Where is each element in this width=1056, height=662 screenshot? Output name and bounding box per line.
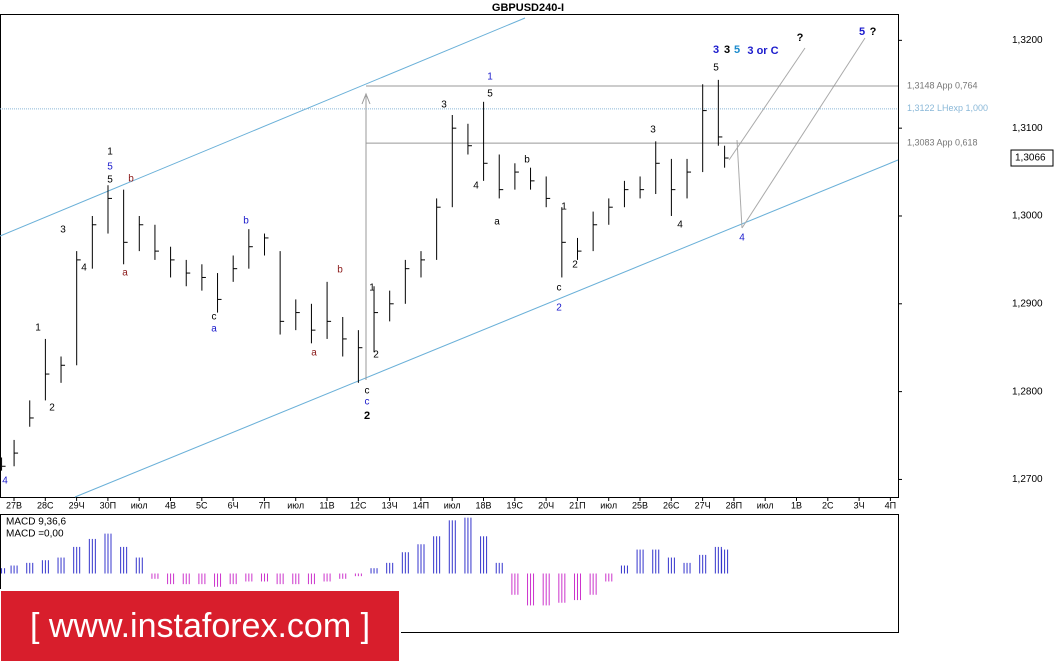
level-label: 1,3148 App 0,764 [907,80,978,90]
channel-lower [74,159,899,498]
x-tick-label: 5С [196,500,208,510]
wave-label: a [494,217,500,228]
forecast-line [741,37,866,229]
wave-label: b [337,265,343,276]
wave-label: a [122,268,128,279]
wave-label: b [128,174,134,185]
wave-label: 5 [734,44,740,56]
wave-label: 2 [49,403,55,414]
x-tick-label: 28С [37,500,54,510]
plot: 1,2700 1,2800 1,2900 1,3000 1,3100 1,3200 1,31… [0,26,1054,606]
wave-label: 4 [473,181,479,192]
wave-label: 3 [650,125,656,136]
wave-label: 3 or C [747,45,778,57]
wave-label: a [211,324,217,335]
x-tick-label: июл [131,500,148,510]
wave-label: 4 [2,476,8,487]
wave-label: 4 [677,220,683,231]
wave-label: b [243,216,249,227]
wave-label: 4 [739,233,745,244]
chart-title: GBPUSD240-I [492,2,564,14]
wave-label: c [212,312,217,323]
x-tick-label: 6Ч [228,500,239,510]
wave-label: 1 [369,283,375,294]
wave-label: 2 [556,303,562,314]
x-tick-label: 27В [6,500,22,510]
wave-label: a [311,348,317,359]
x-tick-label: июл [444,500,461,510]
wave-label: b [524,155,530,166]
wave-label: c [365,386,370,397]
price-box [1010,149,1054,167]
y-tick-label: 1,3200 [1012,35,1043,46]
wave-label: 2 [373,350,379,361]
x-tick-label: 7П [259,500,270,510]
wave-label: 1 [487,72,493,83]
x-tick-label: 19С [507,500,524,510]
x-tick-label: 25В [632,500,648,510]
wave-label: ? [797,32,804,44]
y-tick-label: 1,3100 [1012,123,1043,134]
macd-label: MACD 9,36,6 [6,517,66,528]
wave-label: 1 [35,323,41,334]
arrow-head [361,92,371,105]
x-tick-label: 3Ч [854,500,865,510]
x-tick-label: 21П [569,500,585,510]
x-tick-label: 28П [726,500,742,510]
x-tick-label: 13Ч [382,500,398,510]
x-tick-label: 1В [791,500,802,510]
wave-label: 5 [859,26,865,38]
x-tick-label: 29Ч [69,500,85,510]
x-tick-label: 4П [885,500,896,510]
channel-upper [0,17,526,237]
wave-label: c [365,397,370,408]
wave-label: 5 [487,89,493,100]
wave-label: c [557,283,562,294]
y-tick-label: 1,2700 [1012,474,1043,485]
x-tick-label: 14П [413,500,429,510]
macd-frame [0,514,899,633]
plot-frame [0,14,899,498]
y-tick-label: 1,3000 [1012,211,1043,222]
wave-label: 4 [81,263,87,274]
wave-label: 3 [60,225,66,236]
x-tick-label: июл [757,500,774,510]
macd-label: MACD =0,00 [6,529,64,540]
x-tick-label: 27Ч [695,500,711,510]
x-tick-label: 11В [319,500,334,510]
wave-label: 1 [107,147,113,158]
x-tick-label: 20Ч [538,500,554,510]
x-tick-label: 12С [350,500,367,510]
y-tick-label: 1,2900 [1012,298,1043,309]
y-tick-label: 1,2800 [1012,386,1043,397]
x-tick-label: 30П [100,500,116,510]
wave-label: 2 [364,410,370,422]
x-tick-label: июл [287,500,304,510]
wave-label: 1 [561,202,567,213]
level-label: 1,3083 App 0,618 [907,137,978,147]
x-tick-label: июл [600,500,617,510]
x-tick-label: 4В [165,500,176,510]
price-label: 1,3066 [1015,153,1046,164]
watermark-box [0,589,401,662]
x-tick-label: 26С [663,500,680,510]
x-tick-label: 2С [822,500,834,510]
level-label: 1,3122 LHexp 1,000 [907,103,988,113]
watermark: [ www.instaforex.com ] [30,607,370,645]
wave-label: 5 [713,63,719,74]
wave-label: 3 [713,44,719,56]
wave-label: 3 [724,44,730,56]
wave-label: ? [870,26,877,38]
wave-label: 5 [107,175,113,186]
forecast-line [728,47,806,161]
wave-label: 3 [441,100,447,111]
wave-label: 2 [572,260,578,271]
wave-label: 5 [107,162,113,173]
x-tick-label: 18В [475,500,491,510]
forecast-line [736,139,743,229]
